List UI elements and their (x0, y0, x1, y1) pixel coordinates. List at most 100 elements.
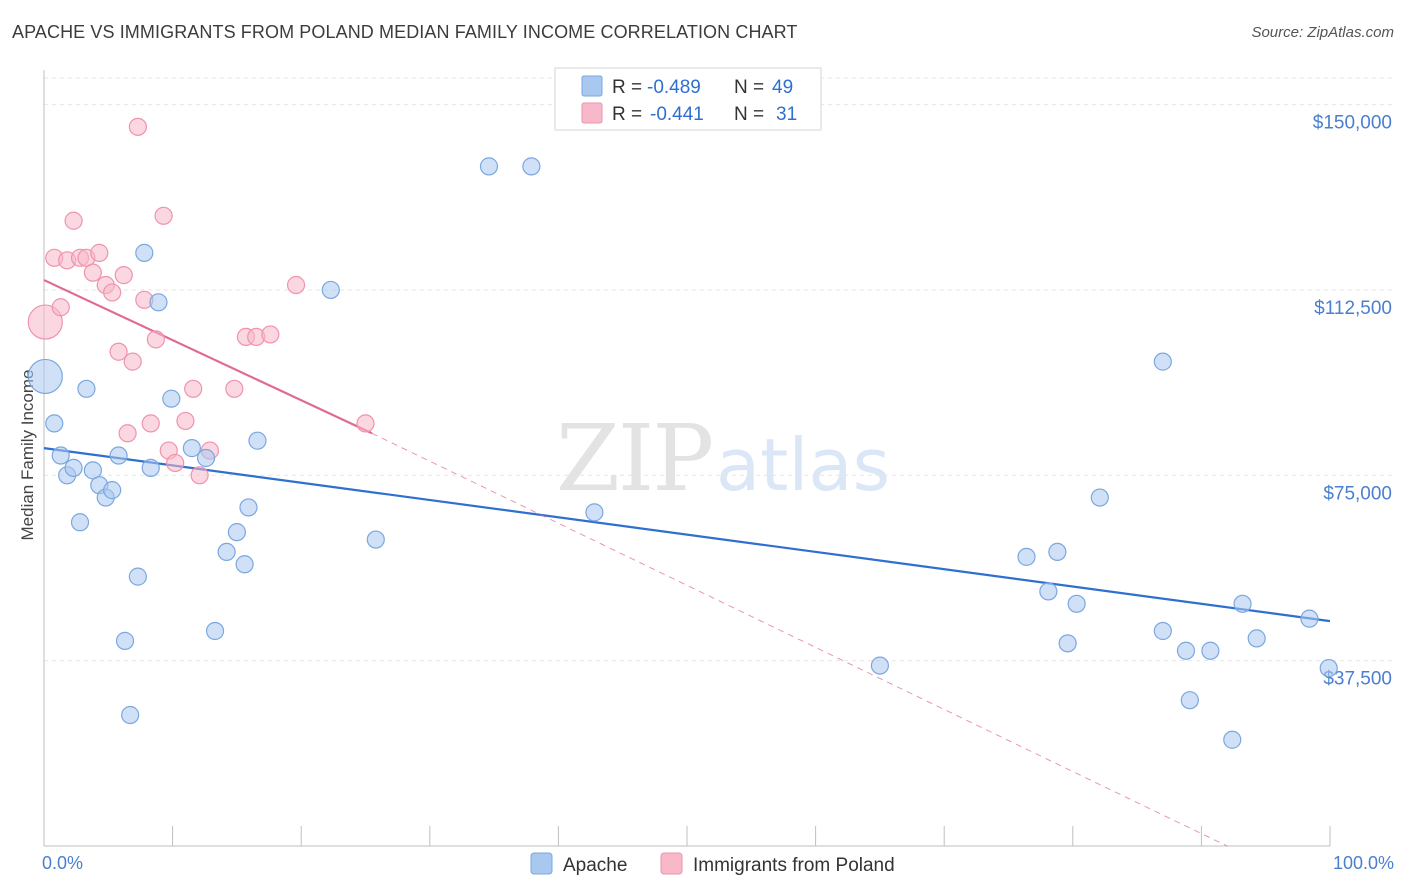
trend-lines (43, 279, 1331, 847)
apache-point-4 (64, 458, 83, 477)
poland-point-7 (83, 263, 102, 282)
watermark: ZIP atlas (556, 405, 890, 512)
series-legend-swatch-apache (530, 852, 553, 875)
apache-point-45 (1233, 594, 1252, 613)
legend-r-value-poland: -0.441 (650, 104, 704, 125)
x-tick-label-1: 100.0% (1333, 853, 1394, 873)
series-legend-label-apache: Apache (563, 855, 627, 876)
correlation-legend: R = -0.489 N = 49 R = -0.441 N = 31 (554, 67, 822, 131)
apache-point-40 (1153, 621, 1172, 641)
apache-point-19 (182, 439, 201, 458)
apache-point-32 (870, 656, 890, 675)
apache-point-41 (1176, 641, 1196, 660)
apache-point-24 (235, 555, 254, 574)
apache-point-36 (1058, 634, 1077, 653)
apache-point-39 (1153, 352, 1172, 371)
apache-point-42 (1180, 691, 1199, 710)
apache-point-30 (522, 157, 541, 176)
legend-n-value-apache: 49 (772, 77, 793, 98)
series-legend-swatch-poland (660, 852, 683, 875)
series-legend: Apache Immigrants from Poland (530, 852, 895, 876)
poland-point-23 (184, 379, 203, 398)
poland-trend-line-extended (371, 432, 1228, 847)
apache-point-1 (45, 414, 64, 433)
legend-r-label-poland: R = (612, 104, 642, 125)
chart-source: Source: ZipAtlas.com (1251, 24, 1394, 41)
apache-point-23 (227, 523, 246, 542)
poland-point-17 (141, 414, 160, 433)
legend-r-value-apache: -0.489 (647, 77, 701, 98)
poland-point-14 (123, 352, 142, 371)
apache-point-20 (196, 448, 216, 468)
apache-point-15 (135, 243, 154, 262)
poland-point-26 (225, 379, 244, 398)
legend-n-label-apache: N = (734, 77, 764, 98)
y-tick-label-0: $37,500 (1323, 669, 1392, 690)
y-tick-labels: $37,500 $75,000 $112,500 $150,000 (1313, 113, 1392, 690)
apache-point-14 (128, 567, 147, 586)
poland-point-13 (118, 424, 137, 443)
apache-point-26 (248, 431, 267, 450)
grid-lines (44, 77, 1392, 662)
apache-point-25 (239, 498, 258, 517)
apache-point-28 (366, 530, 385, 549)
apache-point-0 (27, 358, 63, 395)
series-legend-label-poland: Immigrants from Poland (693, 855, 895, 876)
apache-points (27, 157, 1338, 749)
x-tick-label-0: 0.0% (42, 853, 83, 873)
legend-n-label-poland: N = (734, 104, 764, 125)
apache-point-35 (1048, 542, 1067, 562)
poland-point-29 (261, 325, 280, 344)
apache-point-37 (1067, 594, 1086, 613)
apache-trend-line (43, 447, 1331, 623)
axes (43, 70, 1331, 847)
apache-point-13 (121, 705, 140, 725)
apache-point-5 (70, 513, 90, 532)
apache-point-2 (51, 446, 70, 465)
chart-title: APACHE VS IMMIGRANTS FROM POLAND MEDIAN … (12, 22, 798, 42)
apache-point-22 (217, 542, 236, 562)
apache-point-18 (162, 389, 181, 408)
watermark-atlas: atlas (716, 423, 890, 507)
apache-point-47 (1300, 609, 1319, 628)
apache-point-21 (205, 621, 225, 641)
apache-point-11 (109, 446, 128, 465)
poland-point-24 (190, 466, 209, 485)
poland-point-19 (154, 206, 173, 225)
apache-point-38 (1090, 488, 1109, 507)
legend-swatch-apache (581, 75, 603, 97)
apache-point-29 (479, 157, 499, 176)
poland-point-12 (114, 266, 133, 285)
apache-point-6 (77, 379, 96, 398)
watermark-zip: ZIP (556, 405, 712, 512)
poland-point-18 (146, 330, 165, 349)
apache-point-12 (115, 631, 135, 650)
apache-point-46 (1247, 629, 1266, 648)
poland-point-15 (128, 117, 147, 136)
y-tick-label-2: $112,500 (1314, 298, 1392, 319)
apache-point-33 (1017, 547, 1036, 566)
poland-point-8 (90, 243, 109, 262)
poland-point-30 (286, 275, 306, 295)
poland-point-2 (51, 298, 70, 317)
apache-point-27 (321, 280, 340, 300)
apache-point-16 (141, 458, 160, 477)
poland-point-21 (166, 453, 185, 473)
poland-point-31 (356, 414, 375, 433)
legend-swatch-poland (581, 102, 603, 124)
apache-point-17 (149, 293, 168, 312)
y-axis-label: Median Family Income (18, 369, 37, 540)
poland-point-0 (27, 304, 63, 340)
apache-point-10 (103, 481, 122, 500)
poland-points (27, 117, 375, 485)
apache-point-34 (1039, 582, 1058, 601)
poland-point-22 (176, 411, 195, 431)
poland-trend-line (43, 279, 373, 435)
poland-point-11 (109, 342, 128, 361)
y-tick-label-3: $150,000 (1313, 113, 1392, 134)
poland-point-10 (103, 283, 122, 302)
poland-point-4 (64, 211, 83, 230)
y-tick-label-1: $75,000 (1323, 483, 1392, 504)
x-tick-labels: 0.0% 100.0% (42, 853, 1394, 873)
